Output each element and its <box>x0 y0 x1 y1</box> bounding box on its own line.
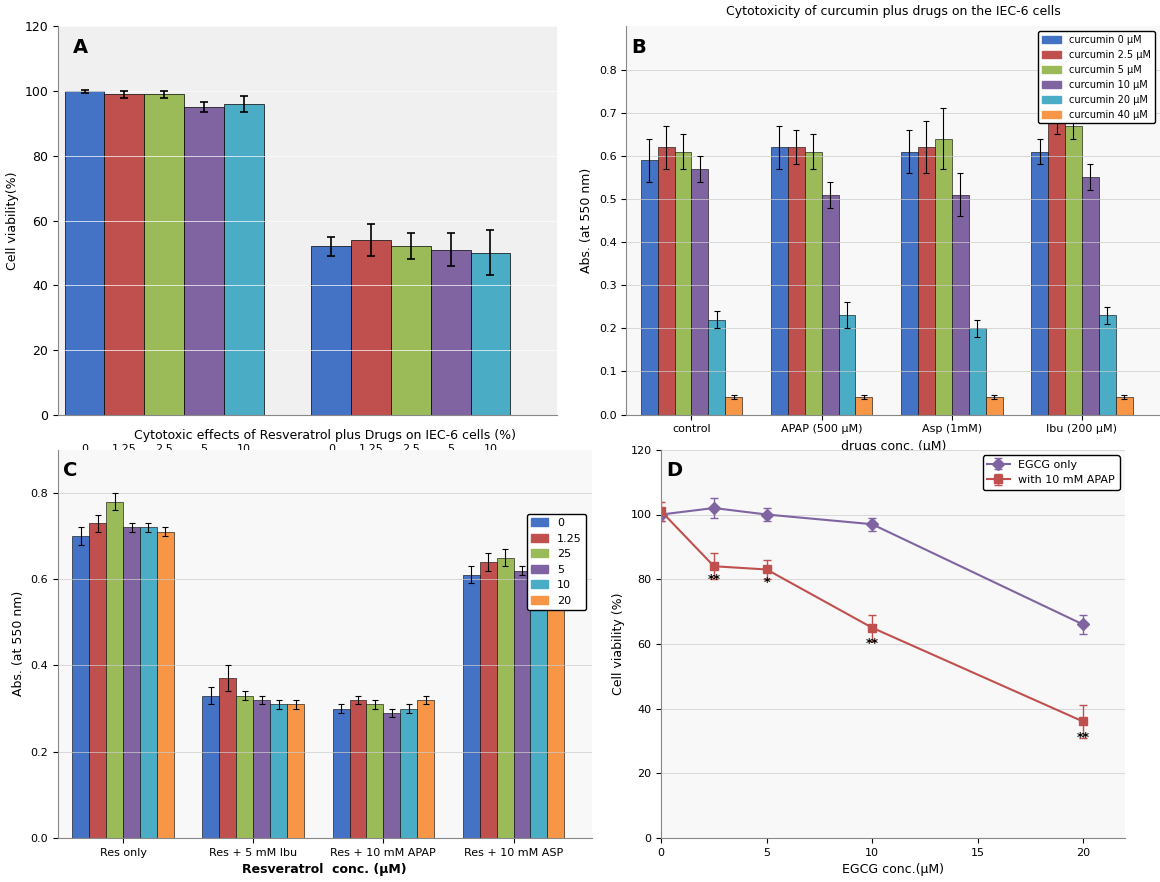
Bar <box>391 246 430 415</box>
Bar <box>1065 125 1082 415</box>
Y-axis label: Cell viability (%): Cell viability (%) <box>611 593 625 695</box>
Text: **: ** <box>708 572 720 586</box>
Text: 5: 5 <box>201 444 208 453</box>
Bar <box>771 147 788 415</box>
Bar <box>725 397 742 415</box>
Text: 1.25: 1.25 <box>113 444 137 453</box>
Bar <box>969 328 986 415</box>
Bar <box>219 678 237 838</box>
Bar <box>203 696 219 838</box>
Bar <box>480 562 496 838</box>
Bar <box>157 532 174 838</box>
Text: **: ** <box>1076 731 1089 744</box>
Bar <box>951 195 969 415</box>
Bar <box>65 91 104 415</box>
Text: D: D <box>666 461 682 481</box>
Text: *: * <box>763 576 770 589</box>
Bar <box>270 704 287 838</box>
Bar <box>184 108 224 415</box>
Bar <box>311 246 351 415</box>
Y-axis label: Cell viability(%): Cell viability(%) <box>6 171 19 270</box>
Title: Cytotoxic effects of Resveratrol plus Drugs on IEC-6 cells (%): Cytotoxic effects of Resveratrol plus Dr… <box>133 429 516 442</box>
Bar <box>471 253 510 415</box>
Bar <box>918 147 935 415</box>
Text: 0: 0 <box>328 444 335 453</box>
Bar <box>514 571 530 838</box>
Bar <box>1116 397 1132 415</box>
Bar <box>383 713 400 838</box>
Bar <box>89 523 107 838</box>
X-axis label: Resveratrol  conc. (μM): Resveratrol conc. (μM) <box>242 863 407 876</box>
Bar <box>658 147 675 415</box>
Bar <box>418 700 434 838</box>
Bar <box>349 700 367 838</box>
Text: 0: 0 <box>81 444 88 453</box>
Bar <box>463 575 480 838</box>
Bar <box>805 152 821 415</box>
Bar <box>788 147 805 415</box>
Bar <box>1099 316 1116 415</box>
Legend: curcumin 0 μM, curcumin 2.5 μM, curcumin 5 μM, curcumin 10 μM, curcumin 20 μM, c: curcumin 0 μM, curcumin 2.5 μM, curcumin… <box>1038 32 1155 123</box>
Text: 5: 5 <box>447 444 455 453</box>
Bar <box>107 502 123 838</box>
Text: 2.5: 2.5 <box>403 444 420 453</box>
Bar <box>367 704 383 838</box>
Bar <box>144 94 184 415</box>
Bar <box>1031 152 1049 415</box>
Y-axis label: Abs. (at 550 nm): Abs. (at 550 nm) <box>12 591 26 697</box>
Bar <box>104 94 144 415</box>
Bar <box>839 316 855 415</box>
Text: EGCG: EGCG <box>145 479 183 492</box>
Bar <box>821 195 839 415</box>
Bar <box>123 527 140 838</box>
Bar <box>530 571 548 838</box>
Text: 10: 10 <box>484 444 498 453</box>
Bar <box>640 161 658 415</box>
Bar <box>237 696 253 838</box>
Bar <box>691 168 709 415</box>
Bar <box>675 152 691 415</box>
Bar <box>430 250 471 415</box>
Bar <box>855 397 872 415</box>
Bar <box>400 708 418 838</box>
Text: 1.25: 1.25 <box>358 444 384 453</box>
Bar <box>1082 177 1099 415</box>
Bar <box>548 571 564 838</box>
Bar <box>287 704 304 838</box>
Bar <box>709 319 725 415</box>
X-axis label: drugs conc. (μM): drugs conc. (μM) <box>841 440 945 452</box>
Title: Cytotoxicity of curcumin plus drugs on the IEC-6 cells: Cytotoxicity of curcumin plus drugs on t… <box>726 5 1060 19</box>
Bar <box>333 708 349 838</box>
Bar <box>986 397 1002 415</box>
Text: B: B <box>632 38 646 57</box>
Bar <box>224 104 263 415</box>
Bar <box>140 527 157 838</box>
Bar <box>935 138 951 415</box>
X-axis label: EGCG conc.(μM): EGCG conc.(μM) <box>842 863 944 876</box>
Bar <box>253 700 270 838</box>
Bar <box>351 240 391 415</box>
Text: 10: 10 <box>237 444 251 453</box>
Y-axis label: Abs. (at 550 nm): Abs. (at 550 nm) <box>580 168 594 273</box>
Text: A: A <box>73 38 88 57</box>
Bar <box>72 536 89 838</box>
Text: with 4 mM AAP: with 4 mM AAP <box>358 479 464 492</box>
Legend: EGCG only, with 10 mM APAP: EGCG only, with 10 mM APAP <box>983 455 1119 490</box>
Text: 2.5: 2.5 <box>155 444 173 453</box>
Bar <box>901 152 918 415</box>
Text: **: ** <box>865 638 878 650</box>
Legend: 0, 1.25, 25, 5, 10, 20: 0, 1.25, 25, 5, 10, 20 <box>527 513 586 610</box>
Text: C: C <box>64 461 78 481</box>
Bar <box>1049 117 1065 415</box>
Bar <box>496 557 514 838</box>
